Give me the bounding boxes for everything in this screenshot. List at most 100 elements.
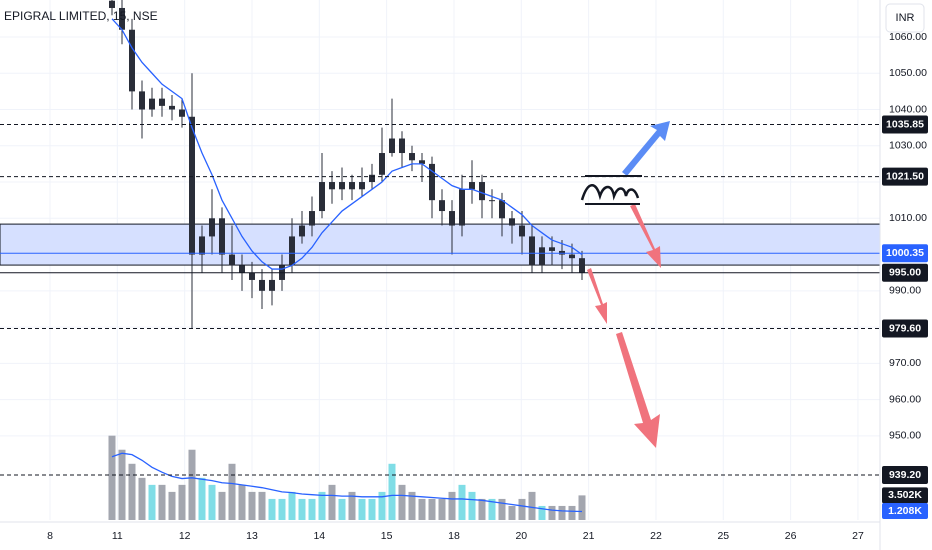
price-label-box — [882, 466, 928, 485]
candle-body — [359, 182, 365, 190]
candle-body — [319, 182, 325, 212]
volume-label-box — [882, 503, 928, 519]
x-tick-label: 11 — [112, 530, 123, 542]
candle-body — [469, 182, 475, 190]
candle-body — [119, 7, 125, 30]
candle-body — [549, 247, 555, 251]
x-tick-label: 27 — [852, 530, 864, 542]
candle-body — [399, 138, 405, 154]
volume-bar — [148, 484, 156, 520]
x-tick-label: 21 — [583, 530, 595, 542]
currency-label: INR — [896, 12, 915, 24]
candle-body — [209, 218, 215, 237]
candle-body — [489, 200, 495, 202]
candle-body — [259, 279, 265, 291]
candle-body — [189, 116, 195, 255]
volume-bar — [368, 498, 376, 520]
volume-bar — [198, 477, 206, 520]
candle-body — [179, 109, 185, 117]
price-label: 1021.50 — [886, 170, 924, 182]
volume-bar — [328, 484, 336, 520]
volume-bar — [158, 484, 166, 520]
candle-body — [579, 258, 585, 273]
volume-bar — [408, 491, 416, 520]
volume-bar — [458, 484, 466, 520]
y-tick-label: 1060.00 — [889, 31, 927, 43]
x-tick-label: 14 — [313, 530, 325, 542]
scribble — [580, 184, 640, 201]
candle-body — [239, 265, 245, 273]
volume-bar — [428, 498, 436, 520]
candle-body — [529, 236, 535, 266]
volume-label: 1.208K — [888, 505, 922, 517]
volume-bar — [248, 491, 256, 520]
y-tick-label: 960.00 — [889, 393, 921, 405]
y-tick-label: 970.00 — [889, 357, 921, 369]
y-tick-label: 990.00 — [889, 285, 921, 297]
price-label: 1035.85 — [886, 118, 924, 130]
candle-body — [289, 236, 295, 266]
y-tick-label: 950.00 — [889, 430, 921, 442]
volume-bar — [308, 498, 316, 520]
candle-body — [539, 247, 545, 266]
y-tick-label: 1030.00 — [889, 140, 927, 152]
candle-body — [439, 200, 445, 212]
x-tick-label: 22 — [650, 530, 662, 542]
price-label-box — [882, 167, 928, 186]
candle-body — [449, 211, 455, 226]
down-arrow — [630, 204, 661, 268]
volume-bar — [468, 491, 476, 520]
volume-bar — [118, 449, 126, 520]
ma-line — [111, 18, 583, 270]
volume-bar — [298, 498, 306, 520]
candle-body — [569, 254, 575, 259]
candle-body — [409, 153, 415, 161]
volume-bar — [378, 491, 386, 520]
volume-bar — [108, 435, 116, 520]
volume-label-box — [882, 487, 928, 504]
price-label-box — [882, 263, 928, 282]
volume-bar — [418, 498, 426, 520]
candle-body — [369, 174, 375, 183]
candle-body — [309, 211, 315, 226]
up-arrow — [622, 121, 670, 176]
volume-bar — [438, 498, 446, 520]
price-label: 939.20 — [889, 469, 921, 481]
candle-body — [229, 254, 235, 266]
price-label-box — [882, 319, 928, 338]
x-tick-label: 12 — [179, 530, 191, 542]
volume-bar — [338, 498, 346, 520]
candle-body — [479, 182, 485, 201]
candle-body — [109, 0, 115, 8]
candle-body — [139, 91, 145, 110]
down-arrow — [587, 268, 607, 324]
annotations — [580, 121, 670, 448]
candle-body — [459, 189, 465, 226]
y-tick-label: 1010.00 — [889, 212, 927, 224]
candle-body — [379, 153, 385, 175]
volume-bar — [238, 484, 246, 520]
volume-bar — [188, 449, 196, 520]
volume-bar — [138, 477, 146, 520]
volume-bar — [558, 505, 566, 520]
x-tick-label: 13 — [246, 530, 258, 542]
volume-bar — [208, 484, 216, 520]
volume-bar — [528, 491, 536, 520]
price-label-box — [882, 244, 928, 263]
plot — [0, 0, 881, 520]
volume-bar — [268, 498, 276, 520]
candle-body — [499, 200, 505, 219]
candle-body — [129, 29, 135, 92]
candle-body — [389, 138, 395, 154]
volume-bar — [168, 491, 176, 520]
candle-body — [269, 279, 275, 291]
x-tick-label: 26 — [785, 530, 797, 542]
candle-body — [299, 225, 305, 237]
candle-body — [219, 218, 225, 255]
currency-button[interactable] — [885, 3, 925, 33]
down-arrow — [616, 332, 660, 448]
x-tick-label: 18 — [448, 530, 460, 542]
volume-bar — [488, 498, 496, 520]
candle-body — [419, 160, 425, 164]
candle-body — [199, 236, 205, 255]
